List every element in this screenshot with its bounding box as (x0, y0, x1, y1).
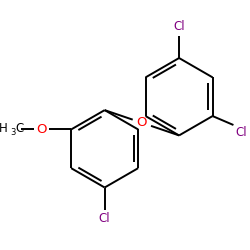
Text: C: C (16, 122, 24, 135)
Text: Cl: Cl (173, 20, 185, 34)
Text: 3: 3 (10, 128, 16, 137)
Text: O: O (36, 123, 47, 136)
Text: H: H (0, 122, 8, 135)
Text: Cl: Cl (236, 126, 247, 139)
Text: O: O (136, 116, 147, 129)
Text: Cl: Cl (99, 212, 110, 225)
